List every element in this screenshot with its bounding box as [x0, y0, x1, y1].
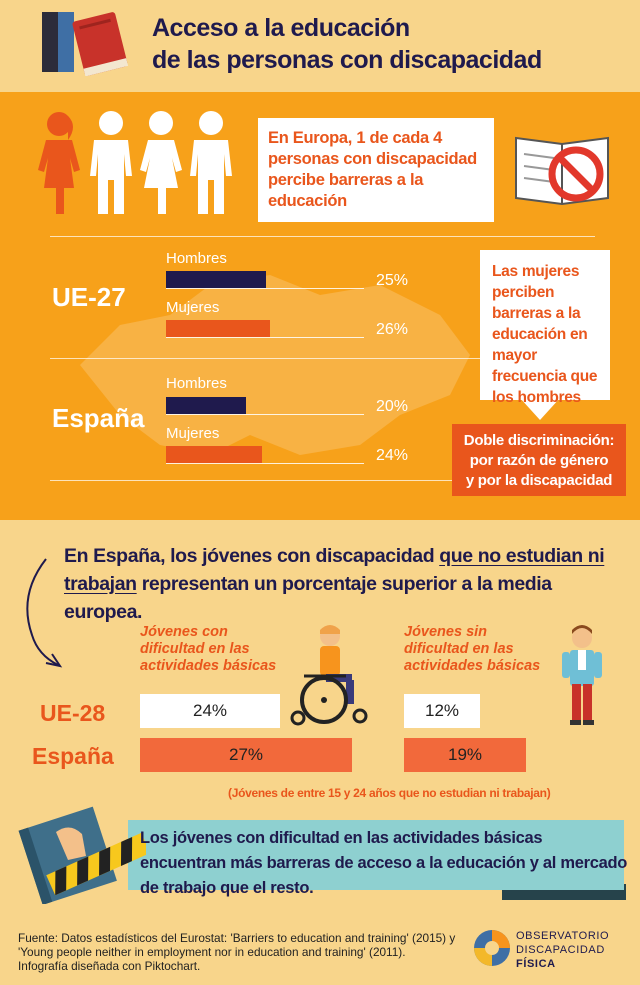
pct-spain-women: 24% — [376, 447, 409, 464]
bar-fill — [166, 446, 262, 463]
col1-heading: Jóvenes con dificultad en las actividade… — [140, 624, 277, 674]
no-books-icon — [515, 136, 609, 206]
bar-fill — [166, 320, 270, 337]
logo-line-3: FÍSICA — [516, 958, 556, 970]
youth-intro-underlined: que no estudian ni trabajan — [64, 545, 605, 595]
pct-spain-men: 20% — [376, 398, 409, 415]
pct-ue27-women: 26% — [376, 321, 409, 338]
logo-line-2: DISCAPACIDAD — [516, 944, 605, 956]
cell-spain-with: 27% — [140, 738, 352, 772]
bar-ue27-women — [166, 320, 366, 337]
bar-spain-men — [166, 397, 366, 414]
row-label-ue28: UE-28 — [40, 700, 106, 726]
source-text: Fuente: Datos estadísticos del Eurostat:… — [18, 931, 456, 973]
double-discrimination-text: Doble discriminación: por razón de géner… — [454, 431, 624, 491]
cell-ue28-without: 12% — [404, 694, 480, 728]
bar-fill — [166, 397, 246, 414]
region-label-ue27: UE-27 — [52, 282, 126, 312]
bar-baseline — [166, 463, 364, 464]
divider — [50, 236, 595, 237]
bar-baseline — [166, 337, 364, 338]
divider — [50, 358, 595, 359]
man-icon — [90, 111, 132, 214]
youth-intro-part1: En España, los jóvenes con discapacidad — [64, 545, 440, 567]
age-note: (Jóvenes de entre 15 y 24 años que no es… — [228, 786, 551, 800]
title-line-2: de las personas con discapacidad — [152, 46, 542, 74]
blocked-book-icon — [18, 806, 146, 904]
col2-heading: Jóvenes sin dificultad en las actividade… — [404, 624, 541, 674]
double-discrimination-box — [452, 424, 626, 496]
women-quote-text: Las mujeres perciben barreras a la educa… — [492, 263, 598, 406]
conclusion-banner — [128, 820, 624, 890]
europe-quote-text: En Europa, 1 de cada 4 personas con disc… — [268, 129, 477, 210]
bar-spain-women — [166, 446, 366, 463]
bar-fill — [166, 271, 266, 288]
women-label: Mujeres — [166, 299, 220, 316]
logo-icon — [474, 930, 510, 966]
women-label: Mujeres — [166, 425, 220, 442]
books-icon — [42, 12, 129, 76]
quote-pointer-icon — [520, 398, 560, 420]
curved-arrow-icon — [26, 558, 63, 668]
youth-intro: En España, los jóvenes con discapacidad … — [64, 542, 624, 626]
cell-ue28-with: 24% — [140, 694, 280, 728]
cell-spain-without: 19% — [404, 738, 526, 772]
man-icon — [190, 111, 232, 214]
footer — [0, 910, 640, 985]
row-label-spain: España — [32, 743, 114, 769]
men-label: Hombres — [166, 375, 227, 392]
pct-ue27-men: 25% — [376, 272, 409, 289]
region-label-spain: España — [52, 403, 145, 433]
title-line-1: Acceso a la educación — [152, 14, 410, 42]
standing-boy-icon — [562, 625, 602, 725]
woman-icon — [38, 112, 80, 214]
banner-text: Los jóvenes con dificultad en las activi… — [140, 829, 628, 897]
woman-icon — [140, 111, 182, 214]
bar-baseline — [166, 288, 364, 289]
divider — [50, 480, 470, 481]
europe-quote-box — [258, 118, 494, 222]
double-line-3: y por la discapacidad — [465, 472, 613, 489]
bar-baseline — [166, 414, 364, 415]
wheelchair-user-icon — [290, 625, 368, 726]
bar-ue27-men — [166, 271, 366, 288]
logo-line-1: OBSERVATORIO — [516, 930, 610, 942]
women-quote-box — [480, 250, 610, 400]
youth-intro-part2: representan un porcentaje superior a la … — [64, 573, 552, 623]
double-line-1: Doble discriminación: — [463, 432, 615, 449]
men-label: Hombres — [166, 250, 227, 267]
double-line-2: por razón de género — [469, 452, 609, 469]
